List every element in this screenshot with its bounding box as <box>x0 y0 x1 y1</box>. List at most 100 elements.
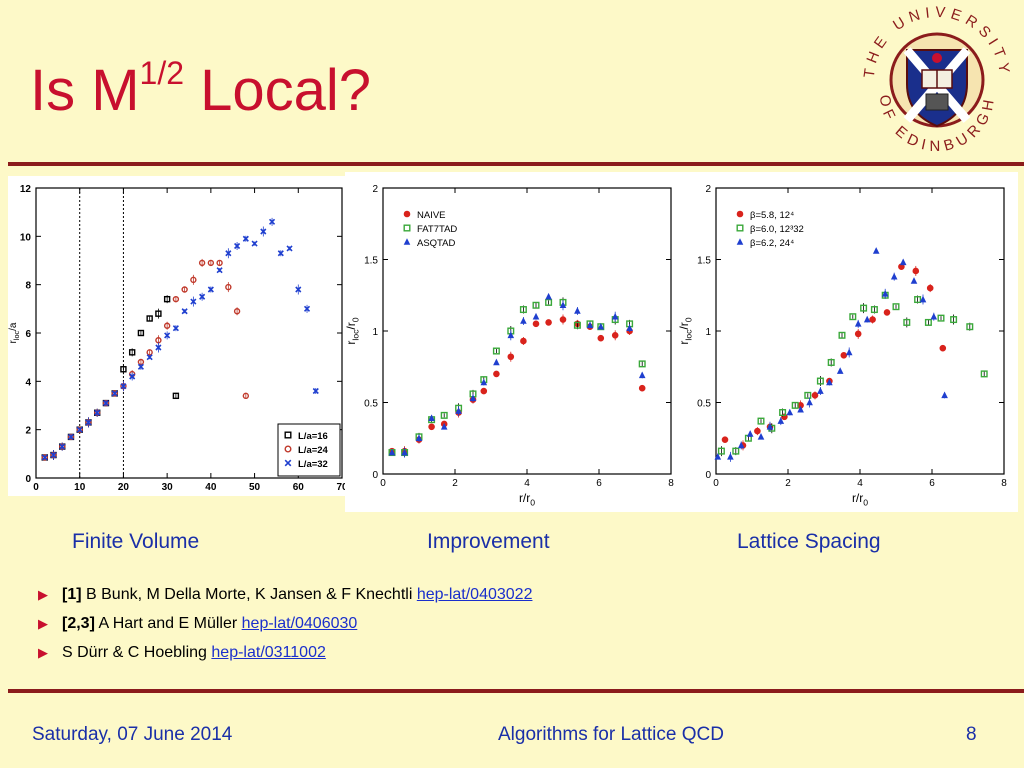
data-point <box>721 436 729 443</box>
data-point <box>440 411 448 419</box>
reference-link[interactable]: hep-lat/0406030 <box>241 615 358 632</box>
data-point <box>242 235 249 242</box>
data-point <box>638 384 646 392</box>
data-point <box>190 298 197 305</box>
data-point <box>746 430 754 437</box>
series <box>41 258 250 461</box>
data-point <box>480 387 488 395</box>
data-point <box>519 306 527 314</box>
data-point <box>94 409 101 416</box>
data-point <box>155 344 162 351</box>
data-point <box>163 322 171 329</box>
data-point <box>120 383 127 390</box>
data-point <box>836 367 844 374</box>
data-point <box>480 378 488 386</box>
data-point <box>626 324 633 331</box>
footer-divider <box>8 689 1024 693</box>
data-point <box>881 290 889 297</box>
data-point <box>611 312 619 320</box>
data-point <box>854 320 862 327</box>
data-point <box>545 298 553 306</box>
data-point <box>849 313 857 321</box>
x-tick-label: 8 <box>668 478 674 489</box>
data-point <box>403 210 411 218</box>
reference-text: B Bunk, M Della Morte, K Jansen & F Knec… <box>81 586 417 603</box>
y-tick-label: 1 <box>705 327 711 338</box>
data-point <box>225 250 232 257</box>
x-tick-label: 6 <box>596 478 602 489</box>
data-point <box>883 309 891 316</box>
data-point <box>520 337 527 345</box>
data-point <box>277 250 284 257</box>
data-point <box>129 373 136 380</box>
data-point <box>111 390 118 397</box>
data-point <box>401 448 408 456</box>
data-point <box>586 321 594 329</box>
data-point <box>840 352 848 359</box>
data-point <box>924 318 932 326</box>
data-point <box>791 401 799 409</box>
slide-title: Is M1/2 Local? <box>30 55 372 123</box>
data-point <box>914 296 922 304</box>
data-point <box>779 409 787 417</box>
series <box>41 217 319 461</box>
y-axis-label: rloc/a <box>8 322 21 343</box>
data-point <box>199 293 206 300</box>
reference-item: ▶ [2,3] A Hart and E Müller hep-lat/0406… <box>38 614 532 633</box>
y-tick-label: 12 <box>20 184 32 195</box>
data-point <box>295 286 302 293</box>
legend-label: ASQTAD <box>417 238 455 249</box>
data-point <box>428 414 435 422</box>
legend-label: β=6.0, 12³32 <box>750 224 804 235</box>
legend-label: L/a=32 <box>298 459 328 470</box>
y-axis-label: rloc/r0 <box>678 317 694 344</box>
reference-link[interactable]: hep-lat/0403022 <box>416 586 533 603</box>
data-point <box>50 451 57 459</box>
data-point <box>455 407 462 414</box>
y-tick-label: 6 <box>25 329 31 340</box>
data-point <box>388 448 396 456</box>
chart-improvement: 0 2 4 6 8 0 0.5 1 1.5 2 r/r0 rloc/r0 NAIVE FAT7TAD ASQ… <box>345 172 685 512</box>
x-tick-label: 40 <box>205 482 217 493</box>
data-point <box>872 247 880 254</box>
data-point <box>597 322 605 330</box>
title-divider <box>8 162 1024 166</box>
legend-label: NAIVE <box>417 210 446 221</box>
data-point <box>284 459 292 467</box>
data-point <box>757 433 765 440</box>
x-tick-label: 0 <box>380 478 386 489</box>
reference-tag: [2,3] <box>62 615 95 632</box>
data-point <box>198 259 206 267</box>
chart-lattice-spacing: 0 2 4 6 8 0 0.5 1 1.5 2 r/r0 rloc/r0 β=5.8, 12⁴ β=6.0… <box>678 172 1018 512</box>
y-tick-label: 2 <box>705 184 711 195</box>
data-point <box>816 377 824 385</box>
data-point <box>190 276 197 284</box>
y-axis-label: rloc/r0 <box>345 317 361 344</box>
data-point <box>532 320 540 328</box>
data-point <box>939 344 947 352</box>
data-point <box>869 316 876 323</box>
data-point <box>207 259 215 267</box>
chart-axes: 0 2 4 6 8 0 0.5 1 1.5 2 r/r0 rloc/r0 <box>345 184 674 508</box>
data-point <box>41 454 48 461</box>
caption-improvement: Improvement <box>427 530 550 553</box>
series <box>717 291 988 457</box>
footer-date: Saturday, 07 June 2014 <box>32 724 233 745</box>
data-point <box>559 316 567 323</box>
data-point <box>41 454 48 461</box>
data-point <box>863 315 871 323</box>
series <box>714 247 948 462</box>
y-tick-label: 0 <box>372 470 378 481</box>
x-tick-label: 50 <box>249 482 261 493</box>
data-point <box>469 394 477 402</box>
legend-label: β=6.2, 24⁴ <box>750 238 794 249</box>
data-point <box>284 431 292 439</box>
footer-course-title: Algorithms for Lattice QCD <box>498 724 724 745</box>
data-point <box>67 433 75 440</box>
reference-list: ▶ [1] B Bunk, M Della Morte, K Jansen & … <box>38 585 533 672</box>
reference-link[interactable]: hep-lat/0311002 <box>211 644 326 661</box>
x-tick-label: 2 <box>452 478 458 489</box>
data-point <box>597 334 605 342</box>
data-point <box>826 378 833 386</box>
